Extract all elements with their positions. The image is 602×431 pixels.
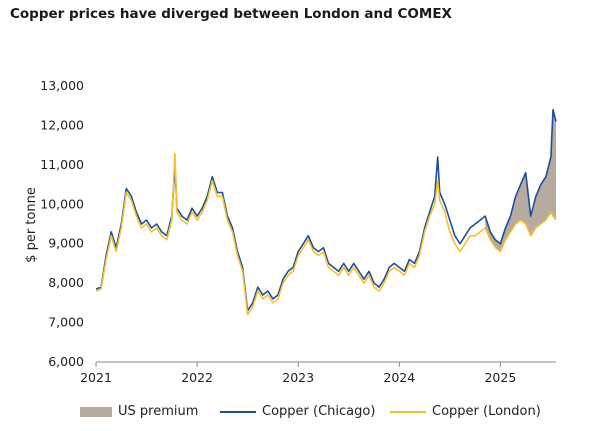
legend-swatch-line — [390, 410, 426, 413]
y-tick-label: 12,000 — [40, 117, 84, 132]
y-tick-label: 13,000 — [40, 78, 84, 93]
legend-label: US premium — [118, 404, 199, 419]
y-tick-label: 8,000 — [48, 275, 84, 290]
x-tick-label: 2024 — [383, 370, 415, 385]
area-layer — [485, 109, 556, 252]
x-tick-label: 2021 — [80, 370, 112, 385]
y-tick-label: 10,000 — [40, 196, 84, 211]
axis-layer: 6,000 7,000 8,000 9,000 10,000 11,000 12,000 13… — [40, 78, 556, 385]
y-tick-label: 9,000 — [48, 236, 84, 251]
legend-swatch-line — [220, 410, 256, 413]
y-tick-label: 6,000 — [48, 354, 84, 369]
x-tick-label: 2025 — [484, 370, 516, 385]
x-tick-label: 2023 — [282, 370, 314, 385]
legend: US premium Copper (Chicago) Copper (Lond… — [0, 404, 602, 424]
series-line-copper-london — [95, 152, 557, 316]
legend-item-chicago: Copper (Chicago) — [220, 404, 375, 419]
line-layer — [95, 108, 557, 316]
y-tick-label: 7,000 — [48, 315, 84, 330]
series-line-copper-chicago — [95, 108, 557, 312]
legend-label: Copper (Chicago) — [262, 404, 376, 419]
legend-label: Copper (London) — [432, 404, 541, 419]
x-tick-label: 2022 — [181, 370, 213, 385]
y-tick-label: 11,000 — [40, 157, 84, 172]
legend-item-us-premium: US premium — [80, 404, 198, 419]
y-axis-label: $ per tonne — [24, 187, 39, 263]
chart-title: Copper prices have diverged between Lond… — [10, 6, 452, 22]
legend-swatch-area — [80, 406, 112, 417]
legend-item-london: Copper (London) — [390, 404, 541, 419]
us-premium-area — [485, 109, 556, 252]
